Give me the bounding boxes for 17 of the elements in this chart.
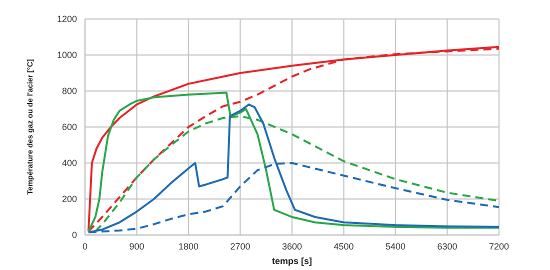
x-tick-label: 2700	[230, 241, 250, 252]
x-tick-label: 3600	[282, 241, 302, 252]
x-tick-label: 4500	[334, 241, 354, 252]
y-tick-label: 0	[72, 230, 77, 240]
x-tick-label: 0	[82, 241, 88, 252]
x-tick-label: 5400	[385, 241, 406, 252]
x-tick-label: 1800	[178, 241, 199, 252]
x-axis-title: temps [s]	[272, 256, 312, 266]
x-tick-label: 900	[129, 241, 144, 252]
y-tick-label: 1200	[56, 14, 77, 24]
y-tick-label: 800	[62, 86, 77, 96]
y-tick-label: 600	[62, 122, 77, 132]
x-tick-label: 6300	[437, 241, 458, 252]
y-tick-label: 1000	[56, 50, 77, 60]
y-tick-label: 400	[62, 158, 77, 168]
y-tick-label: 200	[62, 194, 77, 204]
x-tick-label: 7200	[488, 241, 510, 252]
